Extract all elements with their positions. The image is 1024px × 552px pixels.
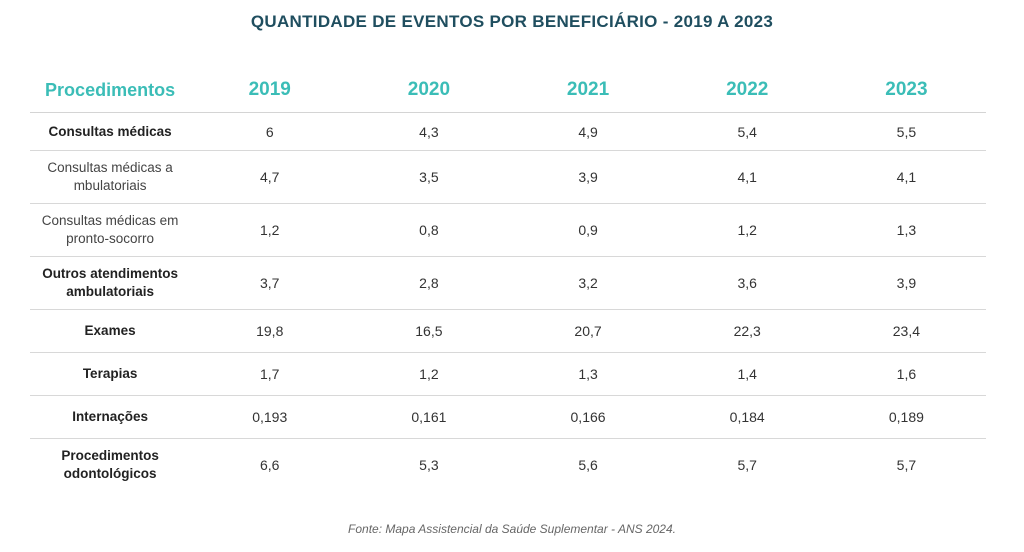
table-cell: 3,2 (508, 256, 668, 310)
table-cell: 5,7 (737, 457, 757, 474)
table-cell: 4,1 (826, 150, 986, 204)
table-cell: 1,2 (667, 203, 827, 257)
table-row: Internações 0,193 0,161 0,166 0,184 0,18… (30, 395, 986, 439)
column-header-year: 2022 (667, 68, 827, 113)
table-row: Terapias 1,7 1,2 1,3 1,4 1,6 (30, 352, 986, 396)
table-cell: 3,5 (349, 150, 509, 204)
table-cell: 5,5 (826, 112, 986, 151)
table-row: Procedimentos odontológicos 6,6 5,3 5,6 … (30, 439, 986, 492)
table-cell: 0,9 (508, 203, 668, 257)
table-cell: 1,2 (349, 352, 509, 396)
row-label: Procedimentos odontológicos (61, 448, 159, 482)
table-cell: 1,3 (508, 352, 668, 396)
table-cell: 1,7 (190, 352, 350, 396)
row-label: Consultas médicas (30, 112, 191, 151)
table-cell: 19,8 (190, 309, 350, 353)
table-cell: 2,8 (349, 256, 509, 310)
table-row: Outros atendimentos ambulatoriais 3,7 2,… (30, 256, 986, 310)
table-row: Exames 19,8 16,5 20,7 22,3 23,4 (30, 309, 986, 353)
table-row: Consultas médicas em pronto-socorro 1,2 … (30, 203, 986, 257)
table-cell: 5,4 (667, 112, 827, 151)
table-cell: 0,161 (349, 395, 509, 439)
table-cell: 16,5 (349, 309, 509, 353)
table-cell: 3,6 (667, 256, 827, 310)
table-cell: 1,4 (667, 352, 827, 396)
table-cell: 22,3 (667, 309, 827, 353)
table-cell: 0,184 (667, 395, 827, 439)
column-header-year: 2021 (508, 68, 668, 113)
table-cell: 0,8 (349, 203, 509, 257)
column-header-year: 2023 (826, 68, 986, 113)
table-cell: 3,7 (190, 256, 350, 310)
table-title: QUANTIDADE DE EVENTOS POR BENEFICIÁRIO -… (250, 12, 774, 31)
row-label: Consultas médicas em pronto-socorro (30, 203, 191, 257)
table-cell: 6,6 (260, 457, 280, 474)
table-cell: 4,9 (508, 112, 668, 151)
row-label: Terapias (30, 352, 191, 396)
events-per-beneficiary-table: Procedimentos 2019 2020 2021 2022 2023 C… (30, 68, 986, 492)
table-cell: 3,9 (508, 150, 668, 204)
table-cell: 5,6 (578, 457, 598, 474)
row-label: Consultas médicas a mbulatoriais (30, 150, 191, 204)
source-note: Fonte: Mapa Assistencial da Saúde Suplem… (348, 522, 676, 536)
column-header-procedures: Procedimentos (30, 68, 191, 113)
column-header-year: 2019 (190, 68, 350, 113)
table-cell: 5,7 (896, 457, 917, 474)
table-row: Consultas médicas a mbulatoriais 4,7 3,5… (30, 150, 986, 204)
table-cell: 23,4 (826, 309, 986, 353)
table-cell: 1,2 (190, 203, 350, 257)
row-label: Outros atendimentos ambulatoriais (30, 256, 191, 310)
table-row: Consultas médicas 6 4,3 4,9 5,4 5,5 (30, 112, 986, 151)
column-header-year: 2020 (349, 68, 509, 113)
table-cell: 0,166 (508, 395, 668, 439)
table-cell: 1,6 (826, 352, 986, 396)
table-cell: 6 (190, 112, 350, 151)
table-cell: 0,189 (826, 395, 986, 439)
header-row: Procedimentos 2019 2020 2021 2022 2023 (30, 68, 986, 113)
table-cell: 3,9 (826, 256, 986, 310)
row-label: Internações (30, 395, 191, 439)
table-cell: 4,3 (349, 112, 509, 151)
table-cell: 4,1 (667, 150, 827, 204)
table-cell: 5,3 (419, 457, 439, 474)
table-cell: 1,3 (826, 203, 986, 257)
table-cell: 20,7 (508, 309, 668, 353)
table-cell: 0,193 (190, 395, 350, 439)
row-label: Exames (30, 309, 191, 353)
table-cell: 4,7 (190, 150, 350, 204)
